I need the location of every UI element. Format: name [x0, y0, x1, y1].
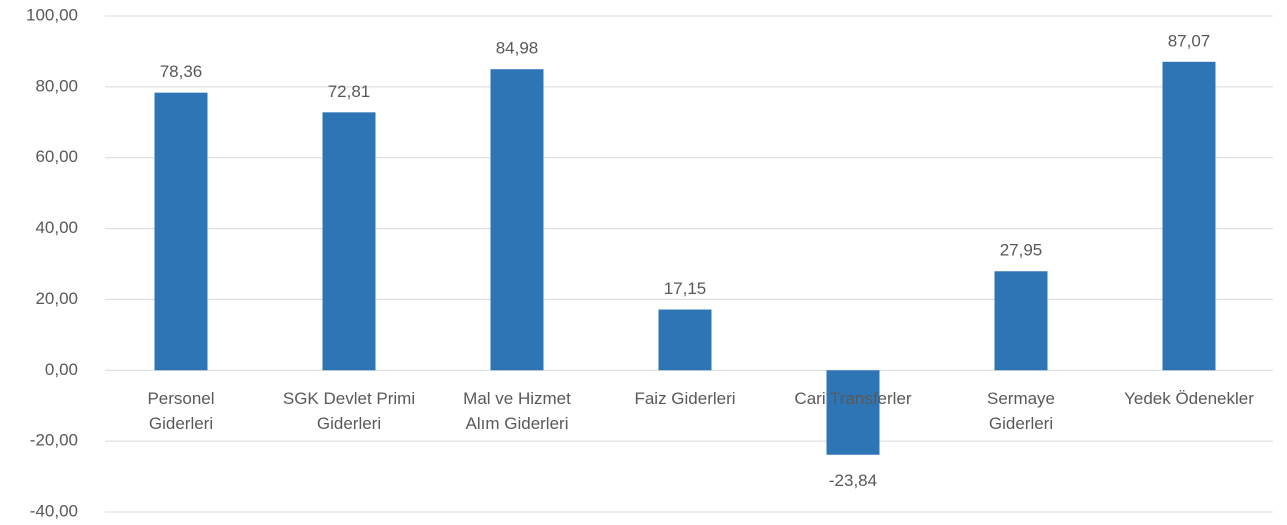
- y-tick-label: 20,00: [35, 289, 78, 308]
- bar: [154, 92, 208, 371]
- y-tick-label: 100,00: [26, 5, 78, 24]
- y-tick-label: 0,00: [45, 360, 78, 379]
- y-tick-label: 60,00: [35, 147, 78, 166]
- x-tick-label: Faiz Giderleri: [634, 389, 735, 408]
- y-tick-label: -40,00: [30, 501, 78, 520]
- data-label: -23,84: [829, 471, 877, 490]
- x-tick-label: Mal ve Hizmet Alım Giderleri: [463, 389, 571, 433]
- bar: [994, 271, 1048, 371]
- y-tick-label: 80,00: [35, 76, 78, 95]
- data-label: 84,98: [496, 39, 539, 58]
- y-tick-label: -20,00: [30, 431, 78, 450]
- y-tick-label: 40,00: [35, 218, 78, 237]
- x-tick-label: Personel Giderleri: [147, 389, 214, 433]
- x-tick-label: Sermaye Giderleri: [987, 389, 1055, 433]
- bar: [1162, 61, 1216, 371]
- x-tick-label: Yedek Ödenekler: [1124, 389, 1254, 408]
- data-label: 17,15: [664, 279, 707, 298]
- bar: [658, 309, 712, 371]
- x-tick-label: SGK Devlet Primi Giderleri: [283, 389, 415, 433]
- data-label: 78,36: [160, 62, 203, 81]
- data-label: 72,81: [328, 82, 371, 101]
- bar: [490, 69, 544, 371]
- x-tick-label: Cari Transferler: [794, 389, 911, 408]
- data-label: 27,95: [1000, 241, 1043, 260]
- bar: [826, 370, 880, 455]
- data-label: 87,07: [1168, 31, 1211, 50]
- bar: [322, 112, 376, 371]
